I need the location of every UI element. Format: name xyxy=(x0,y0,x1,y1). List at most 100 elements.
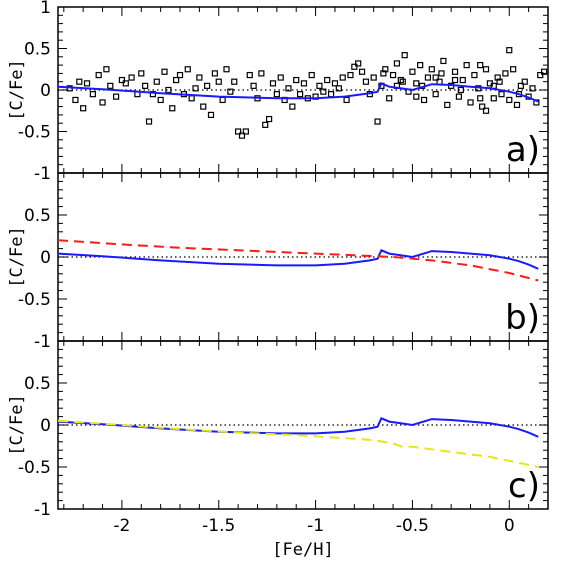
data-point xyxy=(438,70,445,77)
data-point xyxy=(235,128,242,135)
data-point xyxy=(506,47,513,54)
data-point xyxy=(211,70,218,77)
y-axis-label: [C/Fe] xyxy=(7,226,27,287)
data-point xyxy=(320,88,327,95)
data-point xyxy=(401,52,408,59)
data-point xyxy=(118,76,126,84)
series-line-dashed xyxy=(57,419,539,468)
y-tick-label: 0.5 xyxy=(24,374,51,394)
data-point xyxy=(351,63,358,70)
data-point xyxy=(343,96,350,104)
data-point xyxy=(335,85,342,92)
data-point xyxy=(432,74,439,81)
data-point xyxy=(188,95,195,102)
data-point xyxy=(242,128,249,135)
data-point xyxy=(374,118,381,125)
data-point xyxy=(122,80,129,87)
data-point xyxy=(513,101,521,109)
data-point xyxy=(300,80,308,87)
x-tick-label: -1 xyxy=(307,516,324,536)
data-point xyxy=(459,76,466,84)
y-tick-label: -1 xyxy=(34,332,51,352)
data-point xyxy=(277,74,284,81)
data-point xyxy=(502,70,509,77)
data-point xyxy=(184,66,191,73)
data-point xyxy=(451,76,459,84)
data-point xyxy=(324,76,331,84)
data-point xyxy=(432,91,439,98)
data-point xyxy=(455,93,463,100)
y-tick-label: -0.5 xyxy=(18,458,51,478)
panel-b: 0.5 0 -0.5 -1 [C/Fe] b) xyxy=(7,172,549,352)
data-point xyxy=(200,103,207,110)
data-point xyxy=(428,66,435,73)
data-point xyxy=(192,85,199,92)
data-point xyxy=(196,74,203,81)
data-point xyxy=(273,91,280,98)
data-point xyxy=(215,78,222,85)
data-point xyxy=(510,66,517,73)
data-point xyxy=(482,107,490,114)
data-point xyxy=(327,91,335,98)
data-point xyxy=(409,68,416,75)
data-point xyxy=(477,95,484,102)
data-point xyxy=(107,82,114,89)
data-point xyxy=(231,78,238,85)
y-tick-label: 1 xyxy=(40,0,51,18)
data-point xyxy=(399,78,406,85)
data-point xyxy=(393,60,401,67)
panel-label: b) xyxy=(505,298,540,338)
data-point xyxy=(219,96,226,104)
y-tick-label: -1 xyxy=(34,500,51,520)
data-point xyxy=(176,71,184,79)
data-point xyxy=(355,60,362,67)
data-point xyxy=(103,66,110,73)
data-point xyxy=(413,93,420,100)
data-point xyxy=(331,80,339,87)
panel-c: 0.5 0 -0.5 -1 -2 -1.5 -1 -0.5 0 [C/Fe] [Fe/H] c) xyxy=(7,340,549,560)
data-point xyxy=(521,78,528,85)
data-point xyxy=(477,61,484,69)
data-point xyxy=(529,85,536,92)
y-axis-label: [C/Fe] xyxy=(7,59,27,120)
series-line-solid xyxy=(57,416,539,438)
data-point xyxy=(258,70,265,77)
data-point xyxy=(285,85,292,92)
y-tick-label: 0.5 xyxy=(24,206,51,226)
y-tick-label: -1 xyxy=(34,164,51,184)
y-tick-label: -0.5 xyxy=(18,123,51,143)
data-point xyxy=(266,115,273,123)
y-axis-label: [C/Fe] xyxy=(7,394,27,455)
data-point xyxy=(99,99,106,106)
data-point xyxy=(517,82,524,89)
series-line-solid xyxy=(57,248,539,270)
data-point xyxy=(358,68,366,75)
data-point xyxy=(269,80,277,87)
data-point xyxy=(83,80,91,87)
data-point xyxy=(420,96,428,104)
data-point xyxy=(482,66,490,73)
x-axis-label: [Fe/H] xyxy=(272,540,333,560)
data-point xyxy=(145,118,153,125)
data-point xyxy=(457,86,464,94)
x-tick-label: -2 xyxy=(113,516,130,536)
data-point xyxy=(444,101,451,109)
data-point xyxy=(417,61,424,69)
data-point xyxy=(537,71,544,79)
x-tick-label: 0 xyxy=(504,516,515,536)
data-point xyxy=(289,103,296,110)
data-point xyxy=(490,95,497,102)
data-point xyxy=(380,70,387,77)
data-point xyxy=(347,71,354,79)
data-point xyxy=(498,91,505,98)
data-point xyxy=(339,74,346,81)
data-point xyxy=(424,74,432,81)
data-point xyxy=(149,91,157,98)
data-point xyxy=(541,68,548,75)
data-point xyxy=(316,82,323,89)
y-tick-label: 0.5 xyxy=(24,40,51,60)
data-point xyxy=(479,103,486,110)
data-point xyxy=(440,57,447,65)
data-point xyxy=(80,105,87,112)
